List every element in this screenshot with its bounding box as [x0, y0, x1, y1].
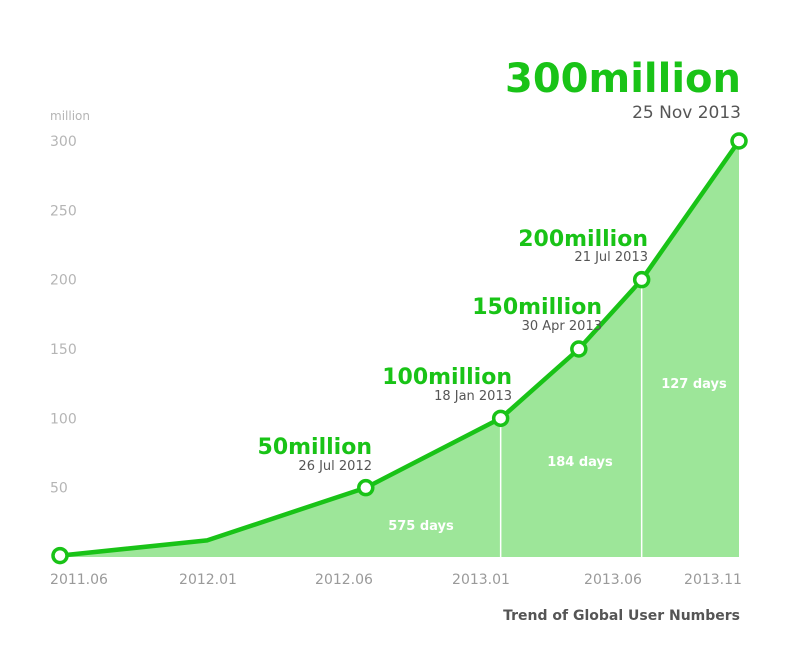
milestone-point: [570, 340, 588, 358]
area-layer: [60, 141, 739, 557]
milestone-date-label: 21 Jul 2013: [574, 250, 648, 265]
milestone-value-label: 150million: [472, 295, 602, 320]
milestone-value-label: 200million: [518, 227, 648, 252]
milestone-date-label: 26 Jul 2012: [298, 459, 372, 474]
y-tick-label: 150: [50, 342, 77, 358]
y-unit-label: million: [50, 109, 90, 123]
milestone-date-label: 30 Apr 2013: [522, 319, 602, 334]
start-point: [51, 546, 69, 565]
chart-title: Trend of Global User Numbers: [503, 608, 740, 624]
x-tick-label: 2011.06: [50, 572, 108, 588]
point-layer: [51, 132, 748, 565]
milestone-date-label: 18 Jan 2013: [434, 389, 512, 404]
axis-layer: million 50 100 150 200 250 300 2011.06 2012.01 2…: [50, 109, 742, 588]
interval-label: 127 days: [661, 377, 727, 392]
milestone-point: [730, 132, 748, 150]
milestone-point: [357, 478, 375, 497]
x-tick-label: 2012.06: [315, 572, 373, 588]
y-tick-label: 200: [50, 273, 77, 289]
x-tick-label: 2012.01: [179, 572, 237, 588]
milestone-point: [491, 409, 510, 428]
milestone-date-label: 25 Nov 2013: [632, 103, 741, 123]
x-tick-label: 2013.01: [452, 572, 510, 588]
y-tick-label: 100: [50, 411, 77, 427]
y-tick-label: 250: [50, 203, 77, 219]
y-tick-label: 50: [50, 481, 68, 497]
y-tick-label: 300: [50, 134, 77, 150]
milestone-value-label: 50million: [258, 435, 372, 460]
interval-label: 184 days: [547, 455, 613, 470]
milestone-point: [632, 270, 651, 289]
milestone-value-label: 300million: [505, 56, 741, 102]
milestone-value-label: 100million: [382, 365, 512, 390]
x-tick-label: 2013.06: [584, 572, 642, 588]
interval-dividers: [499, 287, 643, 557]
interval-label: 575 days: [388, 519, 454, 534]
x-tick-label: 2013.11: [684, 572, 742, 588]
area-fill: [60, 141, 739, 557]
